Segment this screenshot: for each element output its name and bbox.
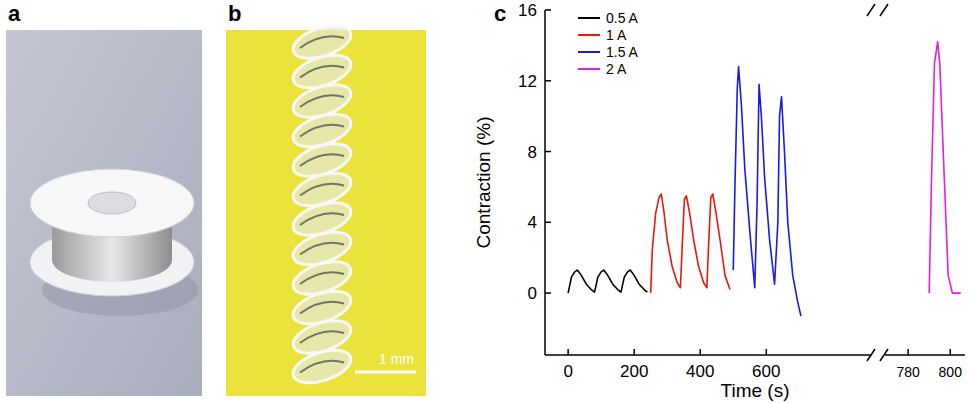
x-axis [545, 354, 872, 356]
y-tick [545, 80, 551, 82]
legend: 0.5 A1 A1.5 A2 A [578, 10, 639, 77]
y-tick-label: 16 [518, 1, 537, 20]
series-group [568, 270, 647, 293]
series-group [651, 194, 730, 293]
y-tick-label: 0 [528, 284, 537, 303]
coil-wire [300, 331, 344, 343]
legend-swatch [578, 34, 600, 36]
legend-swatch [578, 68, 600, 70]
y-tick-label: 12 [518, 72, 537, 91]
x-tick-label: 600 [752, 362, 780, 381]
x-tick [907, 349, 909, 355]
y-tick [545, 222, 551, 224]
x-tick-label: 0 [563, 362, 572, 381]
scale-bar [355, 371, 416, 374]
coil-wire [300, 184, 344, 196]
series-line [929, 42, 961, 293]
coil-wire [300, 36, 344, 48]
spool-wire [52, 238, 172, 282]
series-line [733, 67, 801, 316]
coil-wire [300, 213, 344, 225]
coil-wire [300, 302, 344, 314]
coil-wire [300, 66, 344, 78]
coil-wire [300, 243, 344, 255]
photo-background [226, 30, 426, 396]
scale-bar-label: 1 mm [379, 351, 414, 367]
coil-wire [300, 361, 344, 373]
x-tick-label: 800 [939, 364, 963, 380]
coil [289, 344, 355, 389]
coil-wire [300, 125, 344, 137]
panel-letter: c [494, 1, 506, 26]
y-axis [544, 10, 546, 355]
legend-label: 1.5 A [606, 44, 639, 60]
photo-background [6, 30, 202, 396]
x-tick [633, 349, 635, 355]
y-tick [545, 151, 551, 153]
coil-wire [300, 272, 344, 284]
legend-label: 1 A [606, 27, 627, 43]
y-axis-title: Contraction (%) [473, 117, 494, 249]
panel-letter: a [8, 1, 21, 26]
photo-fiber: 1 mm [226, 19, 426, 396]
axis-break [880, 4, 888, 16]
series-line [651, 194, 730, 293]
series-group [929, 42, 961, 293]
y-tick-label: 4 [528, 213, 537, 232]
spool-hole [88, 192, 136, 214]
x-tick [766, 349, 768, 355]
axis-break [867, 349, 875, 361]
x-tick [699, 349, 701, 355]
y-tick-label: 8 [528, 143, 537, 162]
axis-break [867, 4, 875, 16]
x-axis [885, 354, 965, 356]
spool-flange [30, 169, 194, 237]
coil-wire [300, 95, 344, 107]
x-tick-label: 780 [896, 364, 920, 380]
x-tick-label: 400 [686, 362, 714, 381]
series-group [733, 67, 801, 316]
chart: 0 4 8 12 16 0 200 400 600 780 800 Time (s) Contracti… [473, 1, 965, 401]
axis-break [880, 349, 888, 361]
legend-swatch [578, 51, 600, 53]
x-tick [950, 349, 952, 355]
x-tick [567, 349, 569, 355]
figure: 1 mm a b c 0 4 8 12 16 0 200 400 600 780 800 Time (s) Co… [0, 0, 975, 403]
x-axis-title: Time (s) [721, 380, 790, 401]
coil-wire [300, 154, 344, 166]
series-line [568, 270, 647, 293]
photo-spool [6, 30, 202, 396]
y-tick [545, 292, 551, 294]
x-tick-label: 200 [620, 362, 648, 381]
panel-letter: b [228, 1, 241, 26]
legend-label: 2 A [606, 61, 627, 77]
legend-swatch [578, 17, 600, 19]
y-tick [545, 9, 551, 11]
legend-label: 0.5 A [606, 10, 639, 26]
